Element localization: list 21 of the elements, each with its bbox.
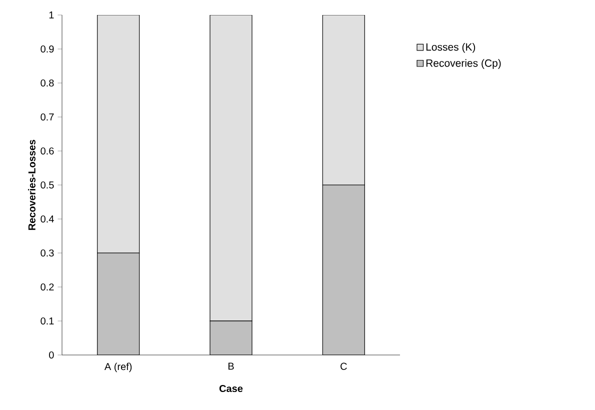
x-tick-label: A (ref): [104, 362, 132, 372]
y-tick-label: 0.5: [40, 181, 54, 189]
y-tick-label: 0.3: [40, 249, 54, 257]
y-tick-label: 1: [49, 12, 54, 18]
bar: [97, 14, 140, 254]
legend-label: Recoveries (Cp): [426, 59, 501, 69]
legend-label: Losses (K): [426, 43, 476, 53]
y-tick-label: 0.9: [40, 45, 54, 53]
y-axis-title: Recoveries-Losses: [28, 140, 36, 230]
y-tick-label: 0.7: [40, 113, 54, 121]
x-tick-label: C: [340, 362, 347, 370]
y-tick-label: 0.6: [40, 147, 54, 155]
bar: [322, 14, 365, 186]
y-tick-label: 0.4: [40, 215, 54, 223]
y-tick-label: 0.2: [40, 283, 54, 291]
x-axis-title: Case: [219, 384, 243, 392]
x-tick-label: B: [228, 362, 234, 370]
y-tick-label: 0: [49, 351, 54, 359]
y-tick-label: 0.1: [40, 317, 54, 325]
bar: [210, 14, 252, 322]
y-tick-label: 0.8: [40, 79, 54, 87]
